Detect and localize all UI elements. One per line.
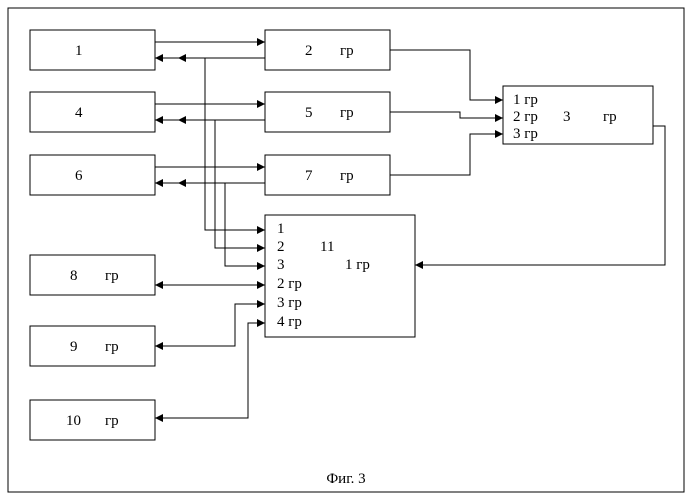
block-b2-label-0: 2: [305, 43, 313, 59]
block-b3-label-1: 2 гр: [513, 109, 538, 125]
block-b8-label-1: гр: [105, 268, 119, 284]
block-b9: 9 гр: [30, 326, 155, 366]
block-b11-label-0: 1: [277, 221, 285, 237]
block-b11-label-3: 3: [277, 257, 285, 273]
block-b4-rect: [30, 92, 155, 132]
block-b11-label-2: 11: [320, 239, 334, 255]
block-b7: 7 гр: [265, 155, 390, 195]
block-b3-label-2: 3: [563, 109, 571, 125]
block-b11-label-1: 2: [277, 239, 285, 255]
block-b3-label-0: 1 гр: [513, 92, 538, 108]
block-b7-label-0: 7: [305, 168, 313, 184]
block-b11: 1 2 11 3 1 гр 2 гр 3 гр 4 гр: [265, 215, 415, 337]
block-b8: 8 гр: [30, 255, 155, 295]
block-b1-label-0: 1: [75, 43, 83, 59]
block-b8-label-0: 8: [70, 268, 78, 284]
block-b4: 4: [30, 92, 155, 132]
block-b11-label-7: 4 гр: [277, 314, 302, 330]
figure-caption: Фиг. 3: [326, 471, 365, 487]
block-b9-label-1: гр: [105, 339, 119, 355]
block-b4-label-0: 4: [75, 105, 83, 121]
block-b3: 1 гр2 гр 3 гр 3 гр: [503, 86, 653, 144]
block-b5: 5 гр: [265, 92, 390, 132]
block-b10-rect: [30, 400, 155, 440]
block-b10: 10 гр: [30, 400, 155, 440]
block-b1: 1: [30, 30, 155, 70]
block-b6-label-0: 6: [75, 168, 83, 184]
block-b11-label-5: 2 гр: [277, 276, 302, 292]
block-b9-rect: [30, 326, 155, 366]
block-b2: 2 гр: [265, 30, 390, 70]
block-b10-label-0: 10: [66, 413, 81, 429]
block-b3-label-3: гр: [603, 109, 617, 125]
block-b5-label-0: 5: [305, 105, 313, 121]
block-b10-label-1: гр: [105, 413, 119, 429]
block-b6-rect: [30, 155, 155, 195]
block-b2-label-1: гр: [340, 43, 354, 59]
block-b9-label-0: 9: [70, 339, 78, 355]
block-b5-label-1: гр: [340, 105, 354, 121]
block-b2-rect: [265, 30, 390, 70]
block-b11-label-4: 1 гр: [345, 257, 370, 273]
block-b6: 6: [30, 155, 155, 195]
block-b1-rect: [30, 30, 155, 70]
block-b5-rect: [265, 92, 390, 132]
block-b11-label-6: 3 гр: [277, 295, 302, 311]
block-b8-rect: [30, 255, 155, 295]
block-b3-label-4: 3 гр: [513, 126, 538, 142]
block-b7-label-1: гр: [340, 168, 354, 184]
block-b7-rect: [265, 155, 390, 195]
